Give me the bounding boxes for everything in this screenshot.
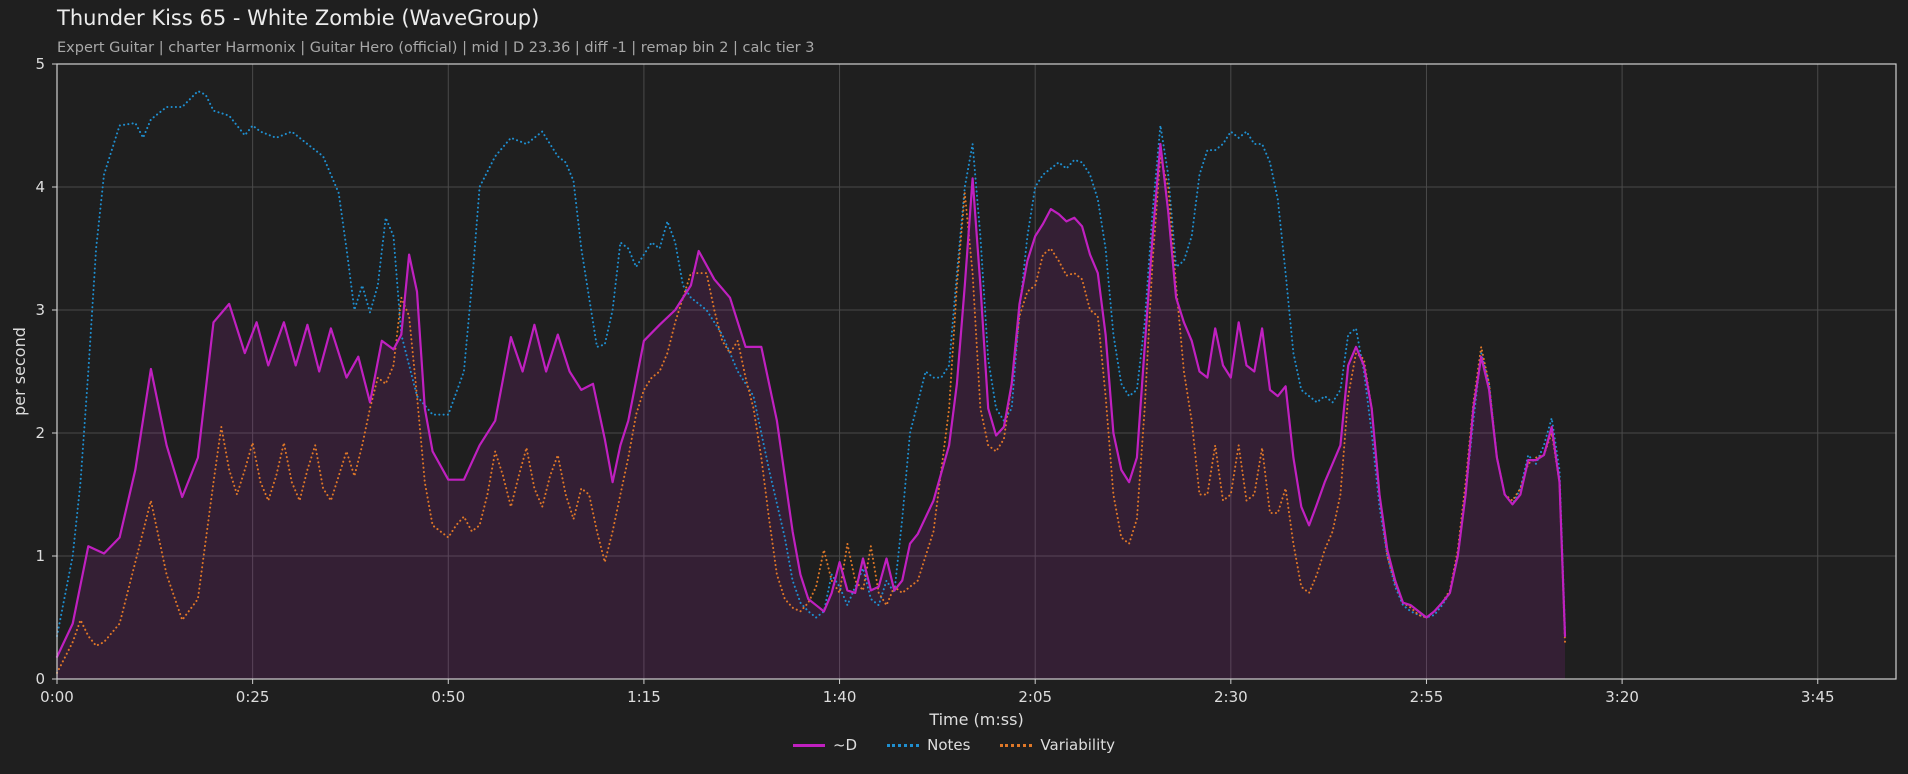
legend-swatch	[887, 743, 920, 747]
chart-legend: ~D Notes Variability	[0, 736, 1908, 754]
legend-label: Notes	[927, 736, 971, 754]
legend-item: ~D	[792, 736, 858, 754]
x-tick-label: 3:45	[1801, 688, 1835, 706]
series-line-variability	[56, 155, 1566, 674]
chart-subtitle: Expert Guitar | charter Harmonix | Guita…	[57, 40, 815, 56]
y-tick-label: 3	[35, 301, 45, 319]
x-tick-label: 2:05	[1018, 688, 1052, 706]
x-tick-label: 2:30	[1214, 688, 1248, 706]
legend-label: ~D	[832, 736, 858, 754]
legend-item: Variability	[1000, 736, 1115, 754]
y-axis-label: per second	[10, 327, 29, 416]
legend-label: Variability	[1040, 736, 1116, 754]
x-axis-label: Time (m:ss)	[928, 710, 1023, 729]
series-fill-area	[57, 144, 1565, 679]
chart-title: Thunder Kiss 65 - White Zombie (WaveGrou…	[57, 6, 540, 30]
x-tick-label: 0:25	[236, 688, 270, 706]
y-tick-label: 0	[35, 670, 45, 688]
legend-item: Notes	[887, 736, 970, 754]
legend-swatch	[1000, 743, 1033, 747]
x-tick-label: 3:20	[1605, 688, 1639, 706]
y-tick-label: 1	[35, 547, 45, 565]
x-tick-label: 1:40	[823, 688, 857, 706]
y-tick-label: 4	[35, 178, 45, 196]
x-tick-label: 1:15	[627, 688, 661, 706]
x-tick-label: 0:50	[431, 688, 465, 706]
x-tick-label: 2:55	[1410, 688, 1444, 706]
series-line-d	[55, 142, 1567, 658]
y-tick-label: 2	[35, 424, 45, 442]
series-line-notes	[56, 90, 1566, 637]
legend-swatch	[792, 743, 825, 747]
y-tick-label: 5	[35, 55, 45, 73]
x-tick-label: 0:00	[40, 688, 74, 706]
plot-frame	[56, 63, 1897, 680]
plot-area	[57, 64, 1896, 679]
